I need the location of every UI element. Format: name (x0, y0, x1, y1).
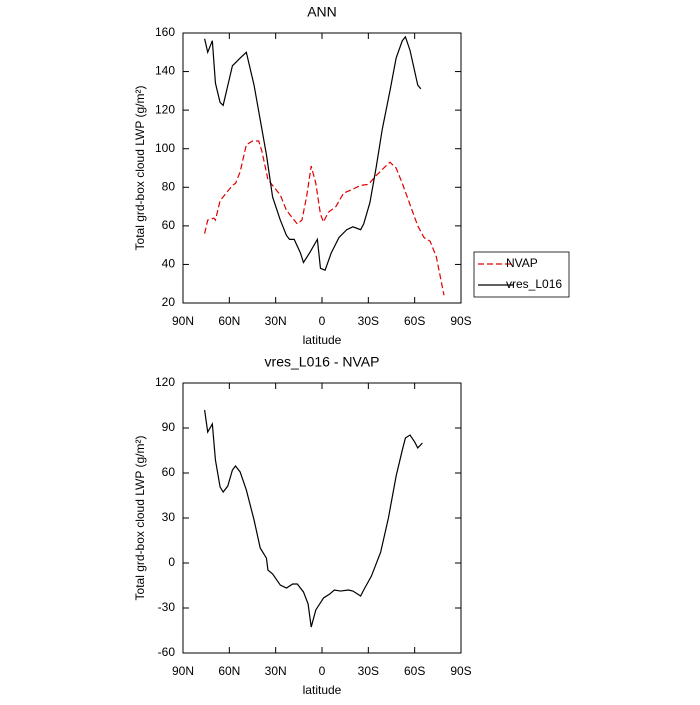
data-line (204, 409, 423, 628)
y-axis-label: Total grd-box cloud LWP (g/m²) (133, 436, 147, 601)
x-tick-label: 30N (265, 314, 287, 328)
legend-box (473, 251, 570, 298)
plot-frame (182, 32, 462, 304)
data-line (204, 35, 422, 272)
y-tick-label: -60 (158, 645, 176, 659)
legend-label: NVAP (506, 256, 538, 270)
x-tick-label: 0 (319, 314, 326, 328)
data-line (204, 140, 445, 296)
chart-title: ANN (307, 4, 337, 20)
y-tick-label: 0 (168, 555, 175, 569)
y-tick-label: 80 (162, 179, 176, 193)
plot: vres_L016 - NVAP latitude Total grd-box cl… (133, 354, 472, 697)
y-tick-label: 30 (162, 510, 176, 524)
legend: NVAP vres_L016 (473, 251, 570, 298)
x-tick-label: 90N (172, 314, 194, 328)
chart-title: vres_L016 - NVAP (265, 354, 380, 370)
x-tick-label: 60N (218, 314, 240, 328)
y-tick-label: 100 (155, 141, 175, 155)
legend-label: vres_L016 (506, 277, 562, 291)
y-tick-label: 120 (155, 375, 175, 389)
y-tick-label: -30 (158, 600, 176, 614)
y-tick-label: 20 (162, 295, 176, 309)
x-tick-label: 60N (218, 664, 240, 678)
x-tick-label: 90S (450, 314, 471, 328)
y-tick-label: 60 (162, 465, 176, 479)
y-tick-label: 90 (162, 420, 176, 434)
x-axis-label: latitude (303, 333, 342, 347)
x-tick-label: 30N (265, 664, 287, 678)
plot-frame (182, 382, 462, 654)
x-tick-label: 60S (404, 664, 425, 678)
y-tick-label: 40 (162, 257, 176, 271)
x-tick-label: 30S (358, 314, 379, 328)
y-axis-label: Total grd-box cloud LWP (g/m²) (133, 86, 147, 251)
y-tick-label: 120 (155, 102, 175, 116)
plot: ANN latitude Total grd-box cloud LWP (g/m²… (133, 4, 570, 347)
x-tick-label: 30S (358, 664, 379, 678)
y-tick-label: 140 (155, 64, 175, 78)
x-tick-label: 60S (404, 314, 425, 328)
x-tick-label: 0 (319, 664, 326, 678)
x-axis-label: latitude (303, 683, 342, 697)
y-tick-label: 60 (162, 218, 176, 232)
x-tick-label: 90N (172, 664, 194, 678)
y-tick-label: 160 (155, 25, 175, 39)
x-tick-label: 90S (450, 664, 471, 678)
